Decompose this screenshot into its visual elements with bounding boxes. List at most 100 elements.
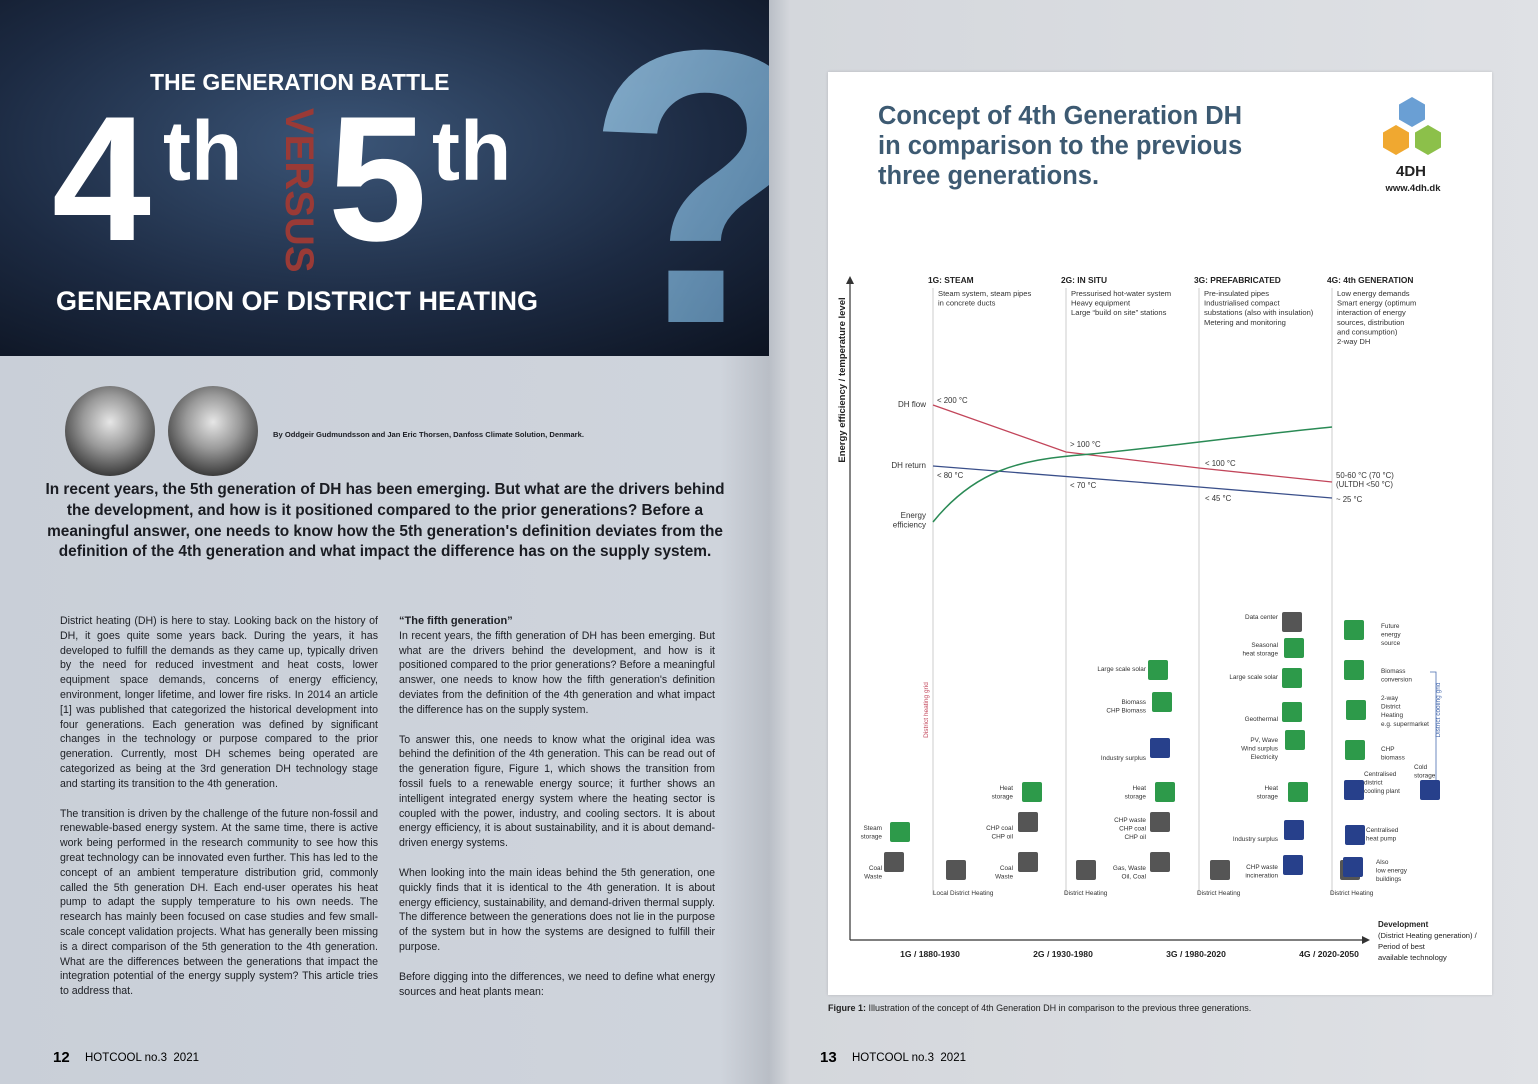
icon-label: PV, Wave (1250, 737, 1278, 744)
icon-label: CHP oil (991, 834, 1013, 841)
icon-label: Biomass (1381, 668, 1406, 675)
kicker: THE GENERATION BATTLE (150, 69, 449, 95)
generation-description: 2-way DH (1337, 337, 1370, 346)
temperature-label: < 45 °C (1205, 494, 1232, 503)
icon-label: storage (1414, 773, 1436, 780)
icon-label: storage (992, 794, 1014, 801)
axis-arrow (846, 276, 854, 284)
icon-label: conversion (1381, 677, 1412, 684)
paragraph: To answer this, one needs to know what t… (399, 733, 715, 850)
icon-label: Heat (1000, 785, 1014, 792)
curve-label: efficiency (893, 521, 926, 530)
lead: In recent years, the 5th generation of D… (45, 481, 725, 561)
versus: VERSUS (277, 108, 321, 273)
dh-return-curve (932, 465, 1333, 499)
icon-label: CHP waste (1246, 864, 1278, 871)
portraits (65, 386, 258, 476)
portrait (65, 386, 155, 476)
icon-label: Waste (864, 874, 882, 881)
page-number: 13 (820, 1049, 837, 1066)
icon-label: CHP coal (986, 825, 1013, 832)
plant-icon (890, 822, 910, 842)
plant-icon (1345, 825, 1365, 845)
icon-label: Biomass (1121, 699, 1146, 706)
plant-icon (1284, 638, 1304, 658)
icon-label: storage (1257, 794, 1279, 801)
icon-label: Gas, Waste (1113, 865, 1147, 872)
temperature-label: > 100 °C (1070, 440, 1101, 449)
icon-label: Centralised (1364, 771, 1397, 778)
y-axis-label: Energy efficiency / temperature level (837, 297, 848, 462)
icon-label: incineration (1245, 873, 1278, 880)
plant-icon (1343, 857, 1363, 877)
icon-label: District Heating (1064, 890, 1108, 897)
icon-label: Centralised (1366, 827, 1399, 834)
generation-description: Heavy equipment (1071, 299, 1131, 308)
generation-description: Steam system, steam pipes (938, 289, 1031, 298)
plant-icon (1420, 780, 1440, 800)
temperature-label: 50-60 °C (70 °C) (1336, 471, 1394, 480)
page-number: 12 (53, 1049, 70, 1066)
grid-label: District cooling grid (1435, 682, 1442, 737)
plant-icon (1345, 740, 1365, 760)
generation-heading: 3G: PREFABRICATED (1194, 275, 1281, 285)
dh-flow-curve (932, 404, 1333, 483)
icon-label: source (1381, 640, 1401, 647)
paragraph: When looking into the main ideas behind … (399, 866, 715, 953)
icon-label: Heat (1265, 785, 1279, 792)
period-label: 2G / 1930-1980 (1033, 949, 1093, 959)
figure-panel (828, 72, 1492, 995)
subtitle: GENERATION OF DISTRICT HEATING (56, 286, 538, 316)
icon-label: Geothermal (1245, 716, 1278, 723)
icon-label: District (1381, 704, 1401, 711)
plant-icon (946, 860, 966, 880)
plant-icon (1282, 612, 1302, 632)
icon-label: biomass (1381, 755, 1405, 762)
plant-icon (1018, 812, 1038, 832)
plant-icon (1022, 782, 1042, 802)
generation-description: Industrialised compact (1204, 299, 1280, 308)
plant-icon (1210, 860, 1230, 880)
icon-label: Also (1376, 859, 1389, 866)
paragraph: District heating (DH) is here to stay. L… (60, 615, 378, 790)
paragraph: Before digging into the differences, we … (399, 970, 715, 998)
caption-label: Figure 1: (828, 1003, 867, 1013)
hero: ? THE GENERATION BATTLE 4 th VERSUS 5 th… (0, 0, 769, 356)
big-number: 5 (328, 79, 427, 278)
temperature-label: < 70 °C (1070, 481, 1097, 490)
icon-label: District Heating (1330, 890, 1374, 897)
generation-description: interaction of energy (1337, 308, 1406, 317)
icon-label: CHP coal (1119, 826, 1146, 833)
plant-icon (1155, 782, 1175, 802)
hero-background (0, 0, 769, 356)
plant-icon (1282, 702, 1302, 722)
icon-label: Electricity (1251, 754, 1279, 761)
x-axis-label: Development (1378, 920, 1429, 929)
period-label: 1G / 1880-1930 (900, 949, 960, 959)
plant-icon (1150, 738, 1170, 758)
icon-label: Coal (869, 865, 882, 872)
axis-arrow (1362, 936, 1370, 944)
icon-label: Industry surplus (1233, 836, 1278, 843)
logo-url: www.4dh.dk (1384, 183, 1441, 194)
icon-label: Wind surplus (1241, 746, 1278, 753)
period-label: 4G / 2020-2050 (1299, 949, 1359, 959)
icon-label: Large scale solar (1097, 666, 1147, 673)
icon-label: Steam (864, 825, 882, 832)
icon-label: Coal (1000, 865, 1013, 872)
icon-label: heat pump (1366, 836, 1397, 843)
byline: By Oddgeir Gudmundsson and Jan Eric Thor… (273, 430, 584, 439)
caption-text: Illustration of the concept of 4th Gener… (868, 1003, 1252, 1013)
icon-label: Future (1381, 623, 1400, 630)
x-axis-label: available technology (1378, 953, 1447, 962)
icon-label: 2-way (1381, 695, 1399, 702)
logo-hexagon (1415, 125, 1441, 155)
plant-icon (1344, 660, 1364, 680)
icon-label: Data center (1245, 614, 1279, 621)
temperature-label: < 200 °C (937, 396, 968, 405)
temperature-label: < 100 °C (1205, 459, 1236, 468)
plant-icon (1018, 852, 1038, 872)
plant-icon (1150, 812, 1170, 832)
plant-icon (1346, 700, 1366, 720)
